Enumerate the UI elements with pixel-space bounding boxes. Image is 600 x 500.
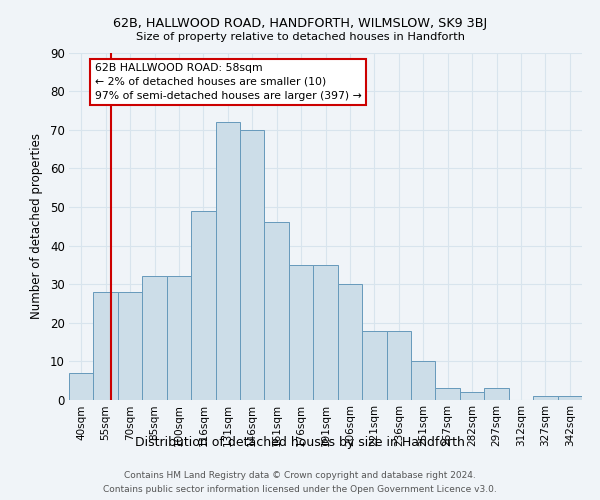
Bar (69, 373, 94, 400)
Bar (411, 362, 436, 400)
Bar (362, 330, 386, 400)
Bar (338, 284, 362, 400)
Bar (533, 396, 557, 400)
Bar (557, 396, 582, 400)
Text: Distribution of detached houses by size in Handforth: Distribution of detached houses by size … (135, 436, 465, 449)
Bar (436, 388, 460, 400)
Bar (118, 292, 142, 400)
Y-axis label: Number of detached properties: Number of detached properties (30, 133, 43, 320)
Bar (94, 292, 118, 400)
Text: 62B, HALLWOOD ROAD, HANDFORTH, WILMSLOW, SK9 3BJ: 62B, HALLWOOD ROAD, HANDFORTH, WILMSLOW,… (113, 18, 487, 30)
Bar (191, 211, 215, 400)
Bar (313, 265, 338, 400)
Text: Size of property relative to detached houses in Handforth: Size of property relative to detached ho… (136, 32, 464, 42)
Bar (460, 392, 484, 400)
Bar (386, 330, 411, 400)
Bar (167, 276, 191, 400)
Bar (484, 388, 509, 400)
Bar (265, 222, 289, 400)
Bar (240, 130, 265, 400)
Text: Contains HM Land Registry data © Crown copyright and database right 2024.: Contains HM Land Registry data © Crown c… (124, 472, 476, 480)
Bar (215, 122, 240, 400)
Text: 62B HALLWOOD ROAD: 58sqm
← 2% of detached houses are smaller (10)
97% of semi-de: 62B HALLWOOD ROAD: 58sqm ← 2% of detache… (95, 63, 361, 101)
Bar (289, 265, 313, 400)
Bar (142, 276, 167, 400)
Text: Contains public sector information licensed under the Open Government Licence v3: Contains public sector information licen… (103, 484, 497, 494)
